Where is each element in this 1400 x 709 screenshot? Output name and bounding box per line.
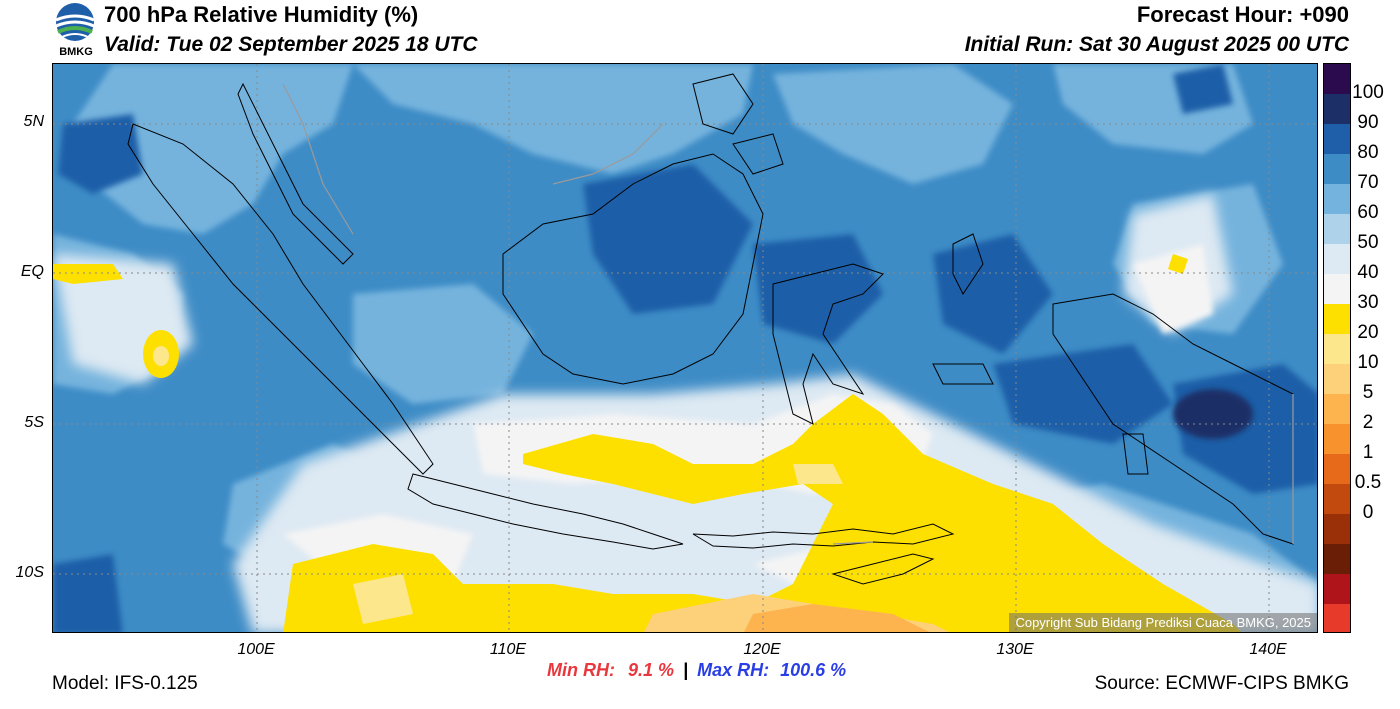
colorbar-label: 5 — [1362, 382, 1374, 403]
colorbar-segment — [1324, 424, 1350, 455]
lat-label-10s: 10S — [15, 564, 44, 581]
forecast-hour: Forecast Hour: +090 — [1136, 2, 1349, 27]
colorbar-label: 90 — [1357, 112, 1379, 133]
colorbar-segment — [1324, 94, 1350, 125]
max-rh-label: Max RH: — [697, 660, 770, 680]
lon-label-140e: 140E — [1249, 641, 1287, 658]
lat-label-eq: EQ — [20, 263, 44, 280]
rh-stats: Min RH: 9.1 % | Max RH: 100.6 % — [547, 660, 846, 681]
logo-text: BMKG — [59, 46, 93, 58]
initial-run: Initial Run: Sat 30 August 2025 00 UTC — [964, 33, 1349, 56]
colorbar-segment — [1324, 544, 1350, 575]
min-rh-value: 9.1 % — [628, 660, 675, 680]
colorbar-segment — [1324, 214, 1350, 245]
lat-label-5s: 5S — [24, 414, 44, 431]
max-rh-value: 100.6 % — [780, 660, 847, 680]
colorbar-segment — [1324, 394, 1350, 425]
source-info: Source: ECMWF-CIPS BMKG — [1094, 673, 1349, 694]
colorbar-label: 20 — [1357, 322, 1379, 343]
colorbar-segment — [1324, 514, 1350, 545]
colorbar-label: 1 — [1362, 442, 1374, 463]
valid-time: Valid: Tue 02 September 2025 18 UTC — [104, 33, 478, 56]
lon-label-120e: 120E — [743, 641, 781, 658]
colorbar-label: 0.5 — [1354, 472, 1382, 493]
colorbar-segment — [1324, 244, 1350, 275]
colorbar-segment — [1324, 334, 1350, 365]
colorbar-label: 50 — [1357, 232, 1379, 253]
colorbar-segment — [1324, 454, 1350, 485]
bmkg-logo: BMKG — [50, 2, 100, 58]
colorbar-label: 30 — [1357, 292, 1379, 313]
colorbar-label: 40 — [1357, 262, 1379, 283]
colorbar-label: 80 — [1357, 142, 1379, 163]
colorbar — [1323, 63, 1351, 633]
min-rh-label: Min RH: — [547, 660, 615, 680]
colorbar-label: 10 — [1357, 352, 1379, 373]
colorbar-segment — [1324, 574, 1350, 605]
map-title: 700 hPa Relative Humidity (%) — [104, 2, 419, 27]
humidity-map: Copyright Sub Bidang Prediksi Cuaca BMKG… — [52, 63, 1318, 633]
colorbar-label: 2 — [1362, 412, 1374, 433]
colorbar-segment — [1324, 364, 1350, 395]
lon-label-110e: 110E — [489, 641, 527, 658]
colorbar-segment — [1324, 604, 1350, 632]
model-info: Model: IFS-0.125 — [52, 673, 198, 694]
colorbar-label: 60 — [1357, 202, 1379, 223]
colorbar-segment — [1324, 64, 1350, 95]
lon-label-100e: 100E — [237, 641, 275, 658]
colorbar-segment — [1324, 304, 1350, 335]
lon-label-130e: 130E — [996, 641, 1034, 658]
lat-label-5n: 5N — [23, 113, 44, 130]
colorbar-segment — [1324, 484, 1350, 515]
stats-separator: | — [683, 660, 689, 680]
colorbar-label: 100 — [1352, 82, 1384, 103]
colorbar-label: 70 — [1357, 172, 1379, 193]
copyright-notice: Copyright Sub Bidang Prediksi Cuaca BMKG… — [1009, 613, 1317, 632]
colorbar-segment — [1324, 154, 1350, 185]
colorbar-label: 0 — [1362, 502, 1374, 523]
colorbar-segment — [1324, 274, 1350, 305]
colorbar-segment — [1324, 184, 1350, 215]
colorbar-segment — [1324, 124, 1350, 155]
